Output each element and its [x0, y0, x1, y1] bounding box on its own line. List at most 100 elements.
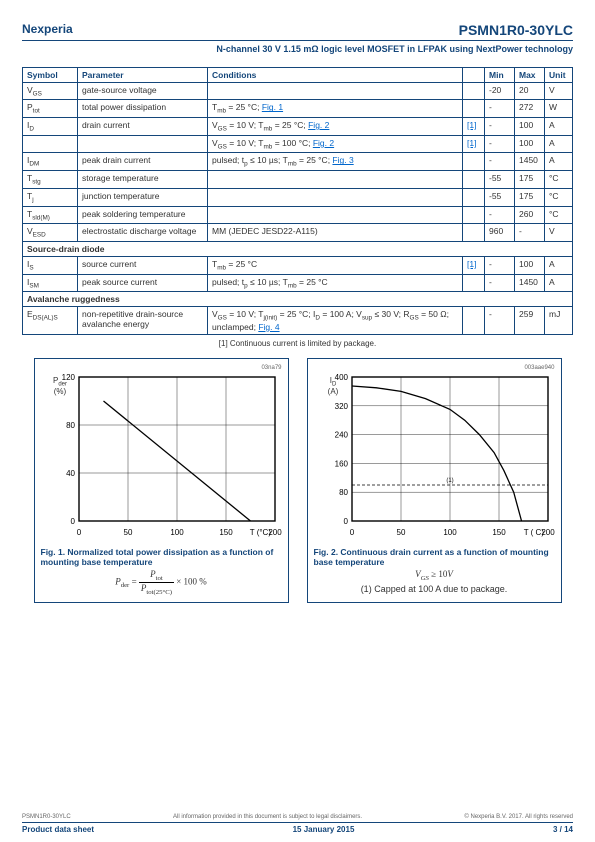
footnote-ref[interactable]: [1] [467, 138, 476, 148]
cell-max: 100 [515, 118, 545, 136]
cell-min: 960 [485, 224, 515, 242]
cell-parameter [78, 135, 208, 153]
cell-min: - [485, 153, 515, 171]
figure-1: 03na79 05010015020004080120Tmb (°C)Pder(… [34, 358, 289, 603]
cell-symbol: Tj [23, 188, 78, 206]
cell-unit: °C [545, 188, 573, 206]
cell-max: 1450 [515, 274, 545, 292]
table-row: EDS(AL)Snon-repetitive drain-source aval… [23, 307, 573, 335]
cell-max: 20 [515, 82, 545, 100]
cell-symbol: Tstg [23, 171, 78, 189]
cell-unit: V [545, 224, 573, 242]
footer-date: 15 January 2015 [293, 825, 355, 834]
cell-max: 175 [515, 171, 545, 189]
cell-parameter: source current [78, 256, 208, 274]
th-parameter: Parameter [78, 67, 208, 82]
cell-max: - [515, 224, 545, 242]
cell-parameter: peak soldering temperature [78, 206, 208, 224]
cell-ref [463, 206, 485, 224]
svg-text:40: 40 [66, 469, 75, 478]
cell-min: - [485, 307, 515, 335]
table-row: ISMpeak source currentpulsed; tp ≤ 10 µs… [23, 274, 573, 292]
svg-text:150: 150 [219, 528, 233, 537]
cell-ref: [1] [463, 256, 485, 274]
figure-link[interactable]: Fig. 2 [308, 120, 329, 130]
cell-symbol: VESD [23, 224, 78, 242]
cell-max: 100 [515, 256, 545, 274]
svg-text:50: 50 [123, 528, 132, 537]
cell-min: - [485, 274, 515, 292]
table-row: VGSgate-source voltage-2020V [23, 82, 573, 100]
cell-symbol: ISM [23, 274, 78, 292]
figure-link[interactable]: Fig. 1 [262, 102, 283, 112]
svg-text:240: 240 [334, 431, 348, 440]
cell-max: 100 [515, 135, 545, 153]
svg-text:0: 0 [343, 517, 348, 526]
cell-conditions [208, 171, 463, 189]
cell-ref [463, 100, 485, 118]
svg-text:80: 80 [66, 421, 75, 430]
cell-min: - [485, 100, 515, 118]
footer-disclaimer: All information provided in this documen… [173, 814, 362, 820]
table-row: Tjjunction temperature-55175°C [23, 188, 573, 206]
cell-parameter: total power dissipation [78, 100, 208, 118]
cell-min: -55 [485, 171, 515, 189]
footer-part: PSMN1R0-30YLC [22, 814, 71, 820]
cell-ref [463, 188, 485, 206]
footer-copyright: © Nexperia B.V. 2017. All rights reserve… [464, 814, 573, 820]
svg-text:160: 160 [334, 459, 348, 468]
fig1-caption: Fig. 1. Normalized total power dissipati… [41, 547, 282, 567]
cell-symbol: Tsld(M) [23, 206, 78, 224]
cell-conditions [208, 206, 463, 224]
cell-parameter: non-repetitive drain-source avalanche en… [78, 307, 208, 335]
svg-text:Tmb ( C): Tmb ( C) [523, 528, 544, 537]
cell-conditions [208, 82, 463, 100]
cell-symbol: IDM [23, 153, 78, 171]
table-row: IDMpeak drain currentpulsed; tp ≤ 10 µs;… [23, 153, 573, 171]
table-row: Ptottotal power dissipationTmb = 25 °C; … [23, 100, 573, 118]
cell-unit: A [545, 118, 573, 136]
cell-unit: A [545, 256, 573, 274]
figure-link[interactable]: Fig. 4 [258, 322, 279, 332]
cell-ref [463, 153, 485, 171]
table-row: VGS = 10 V; Tmb = 100 °C; Fig. 2[1]-100A [23, 135, 573, 153]
th-unit: Unit [545, 67, 573, 82]
cell-symbol: EDS(AL)S [23, 307, 78, 335]
svg-text:150: 150 [492, 528, 506, 537]
cell-min: - [485, 256, 515, 274]
cell-unit: A [545, 153, 573, 171]
cell-ref: [1] [463, 135, 485, 153]
table-row: IDdrain currentVGS = 10 V; Tmb = 25 °C; … [23, 118, 573, 136]
cell-conditions: VGS = 10 V; Tmb = 100 °C; Fig. 2 [208, 135, 463, 153]
svg-text:100: 100 [170, 528, 184, 537]
figure-2: 003aae940 050100150200080160240320400Tmb… [307, 358, 562, 603]
svg-text:0: 0 [349, 528, 354, 537]
cell-min: - [485, 118, 515, 136]
th-max: Max [515, 67, 545, 82]
cell-max: 259 [515, 307, 545, 335]
figure-link[interactable]: Fig. 3 [332, 155, 353, 165]
svg-text:100: 100 [443, 528, 457, 537]
cell-symbol: VGS [23, 82, 78, 100]
fig1-chart: 05010015020004080120Tmb (°C)Pder(%) [41, 371, 283, 541]
footnote-ref[interactable]: [1] [467, 120, 476, 130]
cell-ref: [1] [463, 118, 485, 136]
footnote-ref[interactable]: [1] [467, 259, 476, 269]
figure-link[interactable]: Fig. 2 [313, 138, 334, 148]
cell-ref [463, 274, 485, 292]
cell-symbol: IS [23, 256, 78, 274]
section-source-drain-diode: Source-drain diode [23, 241, 573, 256]
fig2-sub: VGS ≥ 10V [314, 569, 555, 582]
page-header: Nexperia PSMN1R0-30YLC [22, 22, 573, 41]
cell-max: 260 [515, 206, 545, 224]
section-avalanche: Avalanche ruggedness [23, 292, 573, 307]
subtitle: N-channel 30 V 1.15 mΩ logic level MOSFE… [22, 44, 573, 56]
svg-text:Tmb (°C): Tmb (°C) [249, 528, 271, 537]
cell-ref [463, 82, 485, 100]
cell-conditions: pulsed; tp ≤ 10 µs; Tmb = 25 °C [208, 274, 463, 292]
cell-symbol: Ptot [23, 100, 78, 118]
th-ref [463, 67, 485, 82]
cell-max: 272 [515, 100, 545, 118]
svg-text:80: 80 [339, 488, 348, 497]
cell-min: - [485, 206, 515, 224]
